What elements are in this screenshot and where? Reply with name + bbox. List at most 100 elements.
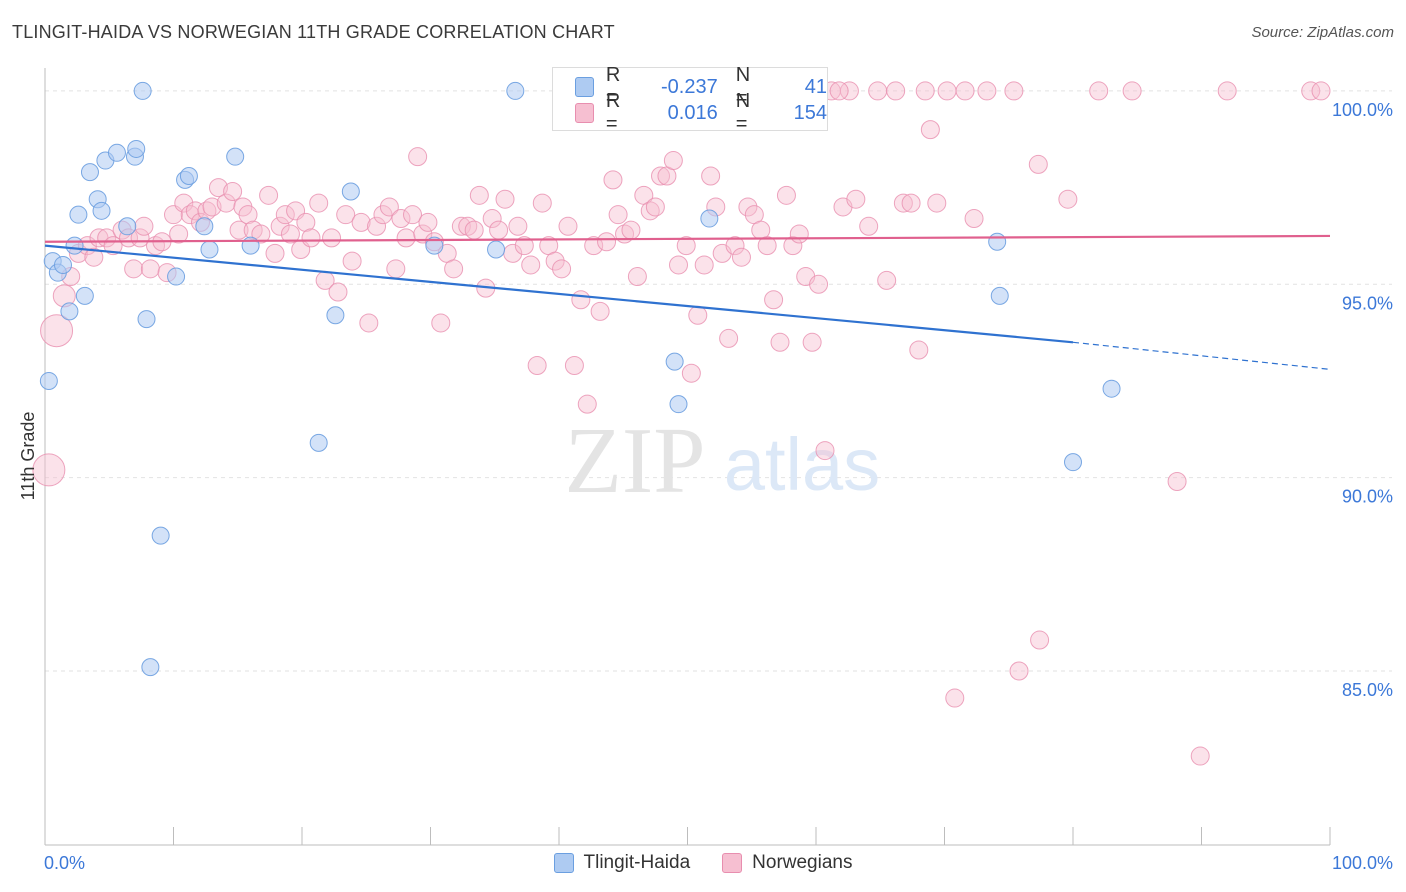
tlingit-haida-point [1064, 453, 1082, 472]
n-value: 154 [793, 101, 828, 124]
trend-lines [44, 234, 1331, 370]
norwegians-point [1030, 630, 1050, 650]
norwegians-point [901, 193, 921, 213]
norwegians-point [413, 224, 433, 244]
n-value: 41 [804, 75, 828, 98]
norwegians-point [725, 236, 745, 256]
norwegians-point [336, 205, 356, 225]
tlingit-haida-point [69, 205, 88, 224]
norwegians-point [309, 193, 329, 213]
norwegians-point [776, 185, 796, 205]
norwegians-point [977, 81, 997, 101]
tlingit-haida-point [1102, 379, 1121, 398]
norwegians-point [280, 224, 300, 244]
legend-item-norwegians[interactable]: Norwegians [722, 852, 852, 874]
norwegians-point [1311, 81, 1331, 101]
norwegians-point [342, 251, 362, 271]
y-tick-label: 85.0% [1342, 680, 1393, 700]
norwegians-point [802, 332, 822, 352]
y-tick-label: 95.0% [1342, 293, 1393, 313]
norwegians-point [731, 247, 751, 267]
norwegians-point [608, 205, 628, 225]
norwegians-point [134, 216, 154, 236]
norwegians-points [32, 81, 1331, 766]
tlingit-haida-point [80, 163, 99, 182]
r-label: R = [605, 90, 621, 135]
norwegians-point [738, 197, 758, 217]
norwegians-point [508, 216, 528, 236]
norwegians-point [789, 224, 809, 244]
tlingit-haida-point [425, 236, 444, 255]
legend-item-tlingit-haida[interactable]: Tlingit-Haida [553, 852, 690, 874]
norwegians-point [964, 209, 984, 229]
norwegians-point [174, 193, 194, 213]
axis-labels: 85.0% 90.0% 95.0% 100.0% 0.0% 100.0% 11th Grad… [18, 100, 1393, 873]
norwegians-point [640, 201, 660, 221]
norwegians-point [514, 236, 534, 256]
norwegians-swatch [722, 853, 743, 873]
norwegians-point [521, 255, 541, 275]
norwegians-point [328, 282, 348, 302]
norwegians-point [296, 212, 316, 232]
norwegians-point [829, 81, 849, 101]
norwegians-point [590, 301, 610, 321]
tlingit-haida-point [127, 139, 146, 158]
norwegians-point [564, 355, 584, 375]
tlingit-haida-point [118, 217, 137, 236]
tlingit-haida-point [506, 81, 525, 100]
norwegians-point [391, 209, 411, 229]
norwegians-point [265, 243, 285, 263]
norwegians-point [663, 151, 683, 171]
tlingit-haida-point [75, 286, 94, 305]
norwegians-point [552, 259, 572, 279]
tlingit-haida-point [988, 232, 1007, 251]
norwegians-point [451, 216, 471, 236]
norwegians-point [223, 181, 243, 201]
norwegians-point [1089, 81, 1109, 101]
norwegians-point [379, 197, 399, 217]
norwegians-point [1190, 746, 1210, 766]
r-value: 0.016 [667, 101, 718, 124]
norwegians-point [927, 193, 947, 213]
norwegians-point [783, 236, 803, 256]
x-tick-label: 0.0% [44, 853, 85, 873]
r-value: -0.237 [660, 75, 718, 98]
norwegians-point [621, 220, 641, 240]
norwegians-point [577, 394, 597, 414]
axes [44, 68, 1331, 846]
norwegians-point [893, 193, 913, 213]
tlingit-haida-point [137, 310, 156, 329]
norwegians-point [688, 305, 708, 325]
norwegians-point [1004, 81, 1024, 101]
tlingit-haida-point [341, 182, 360, 201]
tlingit-haida-point [669, 395, 688, 414]
stats-row-norwegians: R = 0.016 N = 154 [575, 90, 828, 135]
tlingit-haida-point [60, 302, 79, 321]
tlingit-haida-point [326, 306, 345, 325]
norwegians-point [322, 228, 342, 248]
norwegians-point [809, 274, 829, 294]
y-tick-label: 100.0% [1332, 100, 1393, 120]
tlingit-haida-point [151, 526, 170, 545]
norwegians-point [238, 205, 258, 225]
norwegians-point [1009, 661, 1029, 681]
norwegians-point [229, 220, 249, 240]
norwegians-point [1122, 81, 1142, 101]
r-label: R = [605, 64, 621, 109]
tlingit-haida-point [226, 147, 245, 166]
norwegians-point [571, 290, 591, 310]
tlingit-haida-point [92, 201, 111, 220]
y-axis-title: 11th Grade [18, 412, 38, 501]
tlingit-haida-swatch [553, 853, 574, 873]
n-label: N = [735, 90, 751, 135]
norwegians-point [645, 197, 665, 217]
source-label: Source: ZipAtlas.com [1251, 24, 1394, 41]
tlingit-haida-point [309, 433, 328, 452]
watermark-zip: ZIP [565, 409, 706, 513]
norwegians-point [351, 212, 371, 232]
norwegians-point [770, 332, 790, 352]
norwegians-point [169, 224, 189, 244]
norwegians-point [259, 185, 279, 205]
norwegians-point [681, 363, 701, 383]
